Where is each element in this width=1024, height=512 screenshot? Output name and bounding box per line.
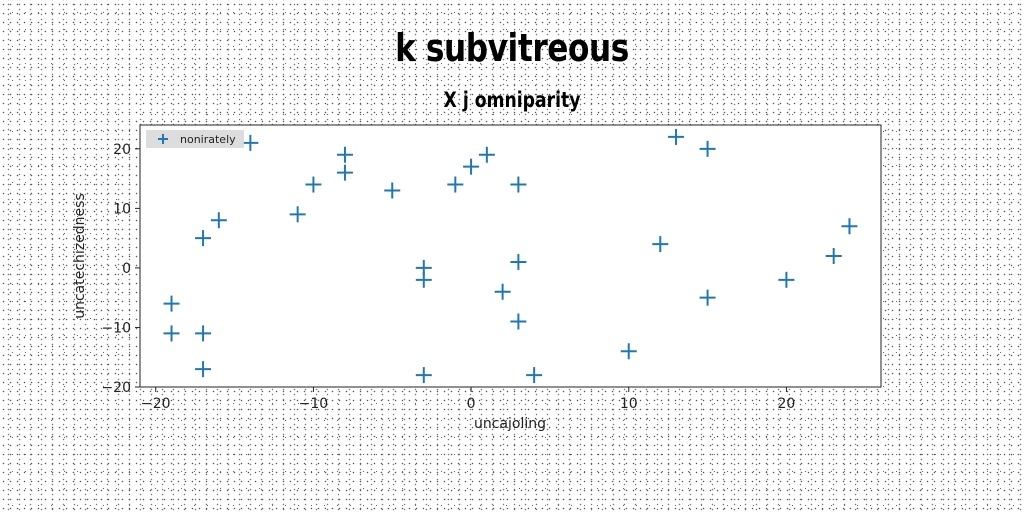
data-point bbox=[652, 236, 669, 253]
data-point bbox=[289, 206, 306, 223]
data-point bbox=[494, 283, 511, 300]
data-point bbox=[447, 176, 464, 193]
y-tick-label: −20 bbox=[101, 380, 131, 396]
data-point bbox=[336, 146, 353, 163]
data-point bbox=[163, 295, 180, 312]
data-point bbox=[195, 361, 212, 378]
data-point bbox=[778, 271, 795, 288]
data-point bbox=[825, 248, 842, 264]
y-tick-label: 20 bbox=[113, 142, 131, 158]
data-point bbox=[384, 182, 401, 199]
data-point bbox=[699, 289, 716, 306]
data-point bbox=[620, 343, 637, 360]
data-point bbox=[526, 367, 543, 384]
x-tick-label: −20 bbox=[141, 396, 171, 412]
x-tick-label: −10 bbox=[299, 396, 329, 412]
y-tick-label: 10 bbox=[113, 201, 131, 217]
axis-ticks: −20 −10 0 10 20 −20 −10 0 10 20 bbox=[101, 142, 795, 412]
chart-title: k subvitreous bbox=[395, 26, 629, 70]
legend-marker-icon bbox=[158, 134, 168, 144]
data-point bbox=[668, 128, 685, 145]
data-point bbox=[510, 176, 527, 193]
data-point bbox=[510, 313, 527, 330]
x-axis-label: uncajoling bbox=[474, 416, 546, 432]
y-axis-label: uncatechizedness bbox=[72, 193, 88, 319]
data-points bbox=[163, 128, 858, 384]
x-tick-label: 10 bbox=[620, 396, 638, 412]
chart-subtitle: X j omniparity bbox=[443, 88, 581, 112]
data-point bbox=[510, 253, 527, 270]
legend-label: nonirately bbox=[180, 133, 236, 146]
legend: nonirately bbox=[146, 130, 244, 148]
legend-box bbox=[146, 130, 244, 148]
data-point bbox=[699, 140, 716, 157]
y-tick-label: −10 bbox=[101, 320, 131, 336]
data-point bbox=[210, 212, 227, 229]
data-point bbox=[305, 176, 322, 193]
data-point bbox=[163, 325, 180, 342]
data-point bbox=[242, 134, 259, 151]
data-point bbox=[841, 218, 858, 235]
plot-area bbox=[139, 124, 882, 388]
y-tick-label: 0 bbox=[122, 261, 131, 277]
data-point bbox=[478, 146, 495, 163]
data-point bbox=[195, 230, 212, 247]
x-tick-label: 0 bbox=[467, 396, 476, 412]
data-point bbox=[336, 164, 353, 181]
data-point bbox=[415, 271, 432, 288]
legend-plus-mark bbox=[158, 134, 168, 144]
data-point bbox=[415, 367, 432, 384]
data-point bbox=[195, 325, 212, 342]
x-tick-label: 20 bbox=[777, 396, 795, 412]
data-point bbox=[463, 158, 480, 175]
